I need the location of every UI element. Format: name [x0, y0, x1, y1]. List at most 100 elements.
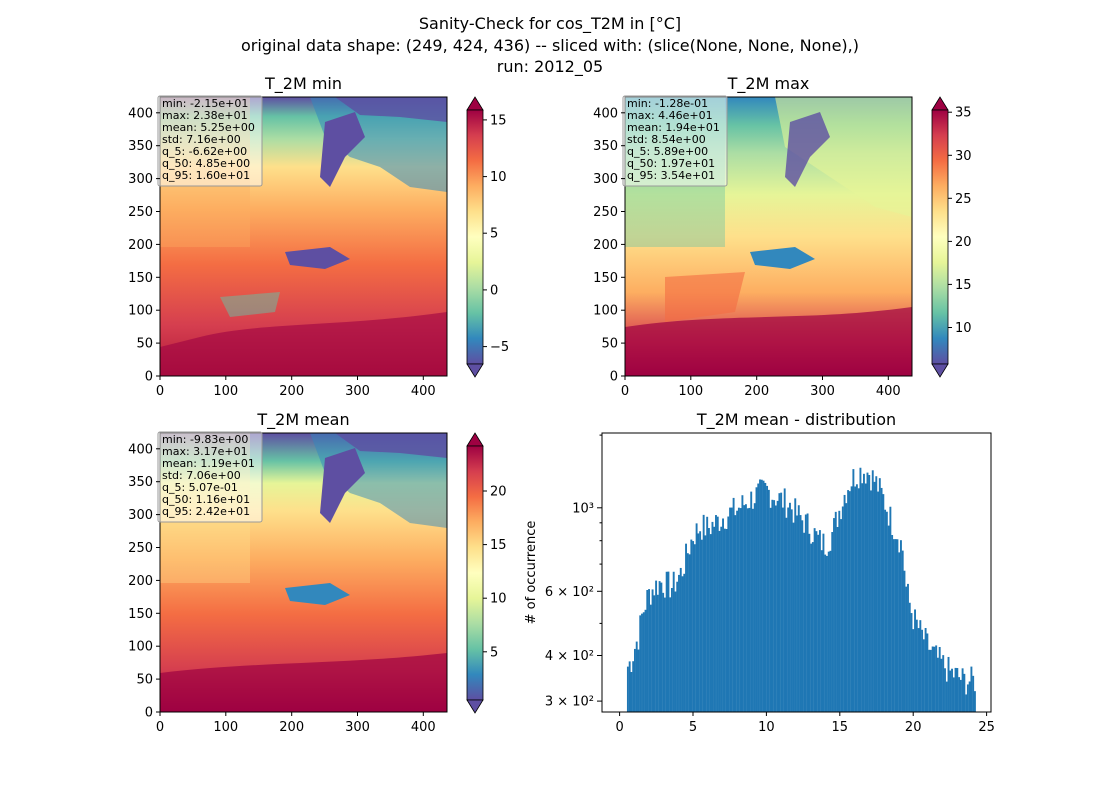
histogram-bar: [774, 505, 777, 712]
histogram-bar: [864, 483, 867, 712]
histogram-bar: [766, 485, 769, 712]
histogram-bar: [877, 491, 879, 712]
y-tick: 3 × 10²: [545, 695, 602, 710]
histogram-bar: [836, 526, 839, 712]
x-tick-label: 300: [345, 384, 370, 399]
histogram-bar: [655, 580, 658, 712]
y-tick-label: 300: [128, 172, 153, 187]
histogram-bar: [725, 529, 728, 712]
histogram-bar: [907, 583, 909, 712]
y-tick-label: 250: [128, 541, 153, 556]
y-tick-label: 150: [128, 607, 153, 622]
colorbar-tick: 10: [948, 321, 972, 336]
histogram-bar: [801, 520, 804, 712]
histogram-panel: T_2M mean - distribution 0 5 10 15 20 25…: [524, 410, 995, 735]
suptitle-line-2: original data shape: (249, 424, 436) -- …: [241, 36, 859, 55]
colorbar-tick: 10: [483, 170, 507, 185]
colorbar-tick: 25: [948, 192, 972, 207]
colorbar-max: 10 15 20 25 30 35: [931, 96, 972, 378]
y-tick: 0: [145, 370, 160, 385]
colorbar-tick-label: 15: [490, 113, 507, 128]
colorbar-tick-label: 5: [490, 645, 498, 660]
stats-box: min: -2.15e+01 max: 2.38e+01 mean: 5.25e…: [157, 95, 263, 187]
x-tick-label: 5: [689, 720, 697, 735]
histogram-bar: [722, 518, 724, 712]
stat-line: q_5: 5.89e+00: [627, 145, 708, 158]
y-tick: 150: [128, 271, 160, 286]
colorbar-tick-label: 25: [955, 192, 972, 207]
histogram-bar: [646, 590, 649, 712]
histogram-bar: [848, 491, 851, 712]
histogram-bar: [644, 609, 647, 712]
histogram-bar: [843, 494, 846, 712]
y-tick: 150: [128, 607, 160, 622]
histogram-bar: [649, 604, 652, 712]
y-tick-label: 100: [593, 304, 618, 319]
x-axis: 0 100 200 300 400: [621, 376, 901, 399]
histogram-bar: [808, 533, 811, 712]
y-tick: 200: [128, 238, 160, 253]
histogram-bar: [892, 539, 895, 712]
colorbar-tick-label: 0: [490, 283, 498, 298]
histogram-bar: [741, 495, 744, 712]
x-tick: 300: [345, 712, 370, 735]
histogram-bar: [787, 507, 790, 712]
y-tick-label: 350: [128, 475, 153, 490]
histogram-bar: [901, 550, 904, 712]
histogram-bar: [898, 552, 901, 712]
histogram-bar: [840, 519, 843, 712]
y-tick: 50: [136, 337, 160, 352]
histogram-bar: [965, 694, 968, 712]
y-tick-label: 10³: [572, 501, 594, 516]
histogram-bar: [855, 484, 858, 712]
histogram-bar: [871, 470, 874, 712]
colorbar-mean: 5 10 15 20: [466, 432, 507, 714]
colorbar-tick-label: 15: [490, 538, 507, 553]
histogram-bar: [935, 645, 938, 712]
histogram-bar: [776, 500, 779, 712]
histogram-bar: [660, 582, 663, 712]
histogram-bar: [711, 521, 714, 712]
histogram-bar: [794, 498, 797, 712]
histogram-bar: [704, 535, 707, 712]
histogram-bar: [870, 490, 872, 712]
histogram-bar: [681, 576, 684, 712]
colorbar-gradient: [466, 109, 484, 365]
x-tick-label: 0: [156, 720, 164, 735]
histogram-bar: [831, 532, 834, 712]
colorbar-tick-label: 35: [955, 106, 972, 121]
colorbar-min: −5 0 5 10 15: [466, 96, 509, 378]
x-tick-label: 300: [345, 720, 370, 735]
histogram-bar: [880, 487, 883, 712]
histogram-bar: [875, 476, 878, 712]
x-tick-label: 300: [810, 384, 835, 399]
histogram-bar: [841, 506, 844, 712]
histogram-bar: [757, 483, 760, 712]
y-tick-label: 350: [128, 139, 153, 154]
x-tick: 20: [905, 712, 921, 735]
histogram-bar: [826, 555, 828, 712]
stat-line: std: 7.06e+00: [162, 469, 241, 482]
x-tick-label: 10: [758, 720, 775, 735]
histogram-bar: [667, 571, 670, 712]
stat-line: max: 4.46e+01: [627, 109, 713, 122]
stats-box: min: -1.28e-01 max: 4.46e+01 mean: 1.94e…: [622, 95, 728, 187]
x-tick: 15: [832, 712, 849, 735]
histogram-bar: [686, 553, 689, 712]
x-tick: 300: [345, 376, 370, 399]
histogram-bar: [773, 500, 776, 712]
histogram-bar: [746, 508, 749, 712]
histogram-bar: [635, 641, 638, 712]
histogram-bar: [973, 691, 976, 712]
histogram-bar: [628, 661, 631, 712]
histogram-bar: [699, 531, 702, 712]
x-tick: 300: [810, 376, 835, 399]
histogram-bar: [700, 539, 703, 712]
x-tick-label: 15: [832, 720, 849, 735]
histogram-bar: [653, 595, 656, 712]
stat-line: q_5: 5.07e-01: [162, 481, 238, 494]
histogram-bar: [642, 612, 645, 712]
histogram-bar: [914, 609, 916, 712]
y-tick-label: 50: [136, 673, 153, 688]
